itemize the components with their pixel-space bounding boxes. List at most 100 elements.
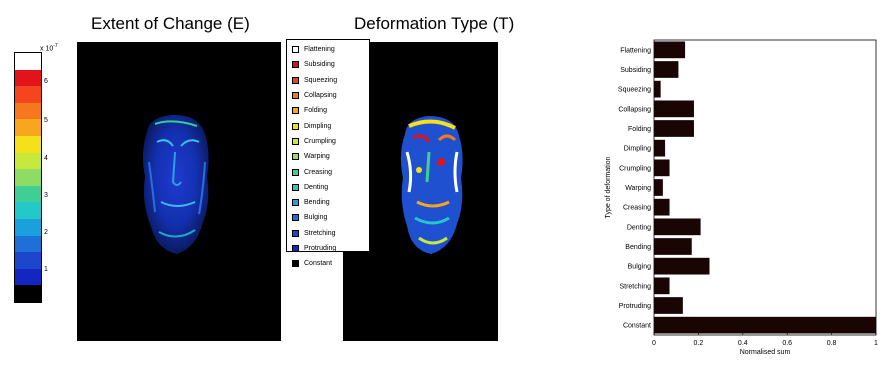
legend-swatch [292, 260, 299, 268]
legend-item: Crumpling [287, 134, 369, 149]
bar [654, 316, 876, 334]
bar [654, 139, 666, 157]
legend-item: Dimpling [287, 118, 369, 133]
colorbar-segment [15, 252, 41, 269]
deformation-title: Deformation Type (T) [354, 14, 515, 33]
deformation-legend: Flattening Subsiding Squeezing Collapsing Fo… [286, 39, 370, 268]
legend-item: Denting [287, 180, 369, 195]
bar [654, 120, 694, 137]
colorbar-segment [15, 102, 41, 120]
colorbar-tick-label: 4 [44, 155, 48, 162]
legend-swatch [292, 245, 299, 252]
legend-item: Bulging [287, 210, 369, 225]
colorbar-tick-label: 1 [44, 266, 48, 273]
legend-swatch [292, 153, 299, 161]
y-tick-label: Bulging [628, 264, 651, 271]
colorbar-segment [15, 185, 41, 203]
y-tick-label: Protruding [619, 303, 651, 310]
legend-item: Collapsing [287, 88, 369, 103]
legend-item: Bending [287, 195, 369, 210]
legend-label: Stretching [304, 229, 336, 237]
y-tick-label: Stretching [619, 283, 651, 290]
y-tick-label: Warping [625, 185, 651, 192]
colorbar-segment [15, 169, 41, 186]
colorbar-tick-label: 6 [44, 78, 48, 85]
legend-swatch [292, 199, 299, 207]
y-tick-label: Collapsing [618, 106, 651, 113]
legend-item: Squeezing [287, 73, 369, 88]
legend-label: Protruding [304, 245, 337, 252]
colorbar [14, 52, 42, 303]
bar [654, 238, 692, 255]
legend-item: Subsiding [287, 57, 369, 72]
colorbar-tick-label: 2 [44, 229, 48, 236]
bar [654, 41, 686, 59]
y-tick-label: Dimpling [624, 146, 651, 153]
legend-label: Folding [304, 107, 327, 115]
bar [654, 277, 670, 295]
legend-label: Bending [304, 199, 330, 207]
y-tick-label: Creasing [623, 205, 651, 212]
extent-title: Extent of Change (E) [91, 14, 250, 33]
colorbar-segment [15, 69, 41, 87]
colorbar-segment [15, 53, 41, 70]
bar [654, 61, 679, 78]
colorbar-segment [15, 119, 41, 136]
colorbar-exponent: x 10-7 [40, 43, 58, 53]
colorbar-segment [15, 218, 41, 236]
x-tick-label: 0.8 [827, 340, 837, 347]
legend-swatch [292, 92, 299, 100]
x-axis-label: Normalised sum [740, 349, 791, 356]
colorbar-segment [15, 135, 41, 153]
extent-image-panel [77, 42, 281, 341]
x-tick-label: 0.2 [694, 340, 704, 347]
legend-item: Folding [287, 103, 369, 118]
y-tick-label: Crumpling [619, 165, 651, 172]
legend-swatch [292, 76, 299, 84]
colorbar-segment [15, 285, 41, 302]
legend-swatch [292, 183, 299, 191]
y-tick-label: Denting [627, 224, 651, 231]
y-axis-label: Type of deformation [605, 156, 612, 218]
legend-swatch [292, 122, 299, 130]
legend-label: Collapsing [304, 92, 337, 100]
legend-item: Warping [287, 149, 369, 164]
legend-item: Creasing [287, 164, 369, 179]
x-tick-label: 0.4 [738, 340, 748, 347]
legend-item: Flattening [287, 42, 369, 57]
legend-swatch [292, 137, 299, 145]
colorbar-tick-label: 5 [44, 117, 48, 124]
colorbar-segment [15, 152, 41, 170]
bar [654, 198, 670, 216]
legend-label: Constant [304, 260, 333, 268]
legend-label: Creasing [304, 168, 333, 176]
deformation-face-image [400, 116, 463, 254]
bar [654, 179, 663, 196]
legend-swatch [292, 46, 299, 54]
legend-swatch [292, 229, 299, 237]
legend-item: Stretching [287, 226, 369, 241]
legend-item: Protruding [287, 241, 369, 256]
legend-swatch [292, 107, 299, 115]
legend-swatch [292, 61, 299, 69]
plot-frame [653, 39, 877, 336]
colorbar-segment [15, 202, 41, 219]
y-tick-label: Bending [625, 244, 651, 251]
legend-item: Constant [287, 256, 369, 271]
y-tick-label: Flattening [620, 47, 651, 54]
colorbar-tick-label: 3 [44, 192, 48, 199]
legend-label: Flattening [304, 46, 335, 54]
legend-label: Squeezing [304, 76, 338, 84]
legend-label: Denting [304, 183, 329, 191]
legend-label: Warping [304, 153, 330, 161]
bar [654, 100, 694, 118]
colorbar-segment [15, 235, 41, 253]
y-tick-label: Squeezing [618, 87, 651, 94]
bar [654, 297, 683, 314]
y-tick-label: Subsiding [620, 67, 651, 74]
legend-label: Dimpling [304, 122, 332, 130]
legend-swatch [292, 168, 299, 176]
x-tick-label: 1 [874, 340, 878, 347]
bar [654, 257, 710, 275]
